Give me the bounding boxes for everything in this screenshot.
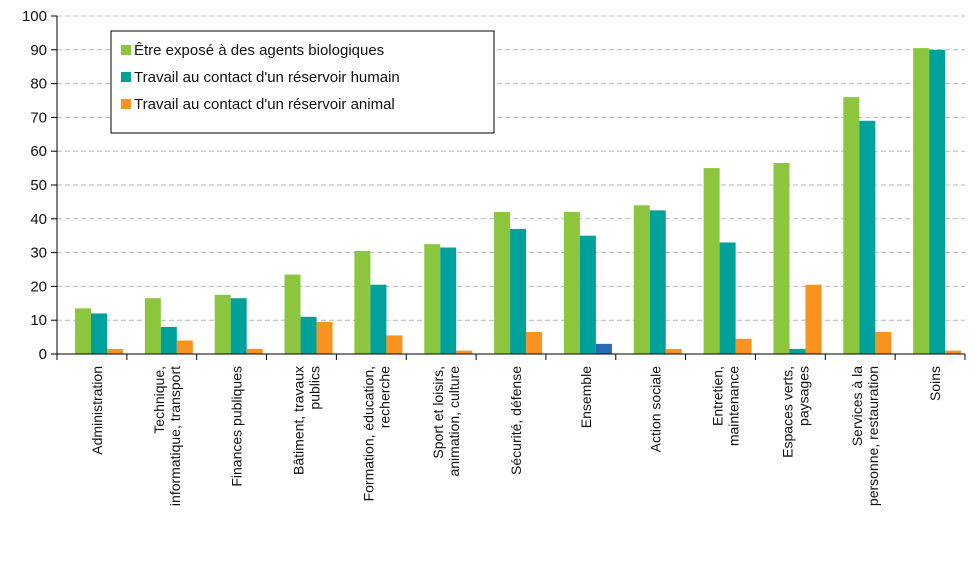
- x-tick-label: Ensemble: [578, 366, 594, 428]
- y-axis: 0 10 20 30 40 50 60 70 80 90 100: [22, 8, 58, 363]
- x-tick-label: Espaces verts,paysages: [779, 366, 811, 458]
- x-tick-label: Entretien,maintenance: [710, 366, 742, 446]
- bar: [735, 338, 752, 354]
- bar: [440, 247, 457, 354]
- x-tick-label: Technique,informatique, transport: [151, 366, 183, 506]
- bar: [214, 294, 231, 354]
- bar: [595, 343, 612, 354]
- legend-swatch: [121, 45, 131, 55]
- x-tick-label: Services à lapersonne, restauration: [849, 366, 881, 506]
- legend-label: Être exposé à des agents biologiques: [134, 42, 384, 59]
- bar: [510, 228, 527, 354]
- bar: [579, 235, 596, 354]
- bars: [75, 48, 962, 355]
- bar: [160, 326, 177, 354]
- y-tick-label: 80: [30, 76, 47, 93]
- bar: [633, 205, 650, 354]
- y-tick-label: 50: [30, 177, 47, 194]
- bar: [875, 332, 892, 354]
- bar: [370, 284, 387, 354]
- bar: [843, 97, 860, 355]
- bar: [913, 48, 930, 355]
- bar: [494, 212, 511, 354]
- bar: [107, 348, 123, 354]
- bar: [354, 250, 371, 354]
- x-tick-label: Sport et loisirs,animation, culture: [430, 366, 462, 477]
- bar: [386, 335, 403, 354]
- bar: [75, 308, 91, 354]
- x-axis: Administration Technique,informatique, tr…: [56, 353, 966, 506]
- y-tick-label: 60: [30, 143, 47, 160]
- y-tick-label: 100: [22, 8, 47, 25]
- bar: [456, 350, 473, 354]
- bar: [176, 340, 193, 354]
- bar: [859, 120, 876, 354]
- x-tick-label: Bâtiment, travauxpublics: [290, 366, 322, 475]
- y-tick-label: 70: [30, 109, 47, 126]
- legend-label: Travail au contact d'un réservoir humain: [134, 69, 400, 86]
- bar: [316, 321, 333, 354]
- bar: [284, 274, 301, 354]
- y-tick-label: 0: [39, 346, 47, 363]
- bar: [703, 168, 720, 354]
- bar: [773, 163, 790, 354]
- x-tick-label: Formation, éducation,recherche: [360, 366, 392, 502]
- x-tick-label: Administration: [89, 366, 105, 455]
- y-tick-label: 40: [30, 211, 47, 228]
- x-tick-label: Action sociale: [648, 366, 664, 453]
- bar: [230, 298, 247, 354]
- legend-swatch: [121, 99, 131, 109]
- bar: [246, 348, 263, 354]
- y-tick-label: 90: [30, 42, 47, 59]
- bar: [719, 242, 736, 354]
- bar: [665, 348, 682, 354]
- bar: [424, 244, 441, 354]
- legend-label: Travail au contact d'un réservoir animal: [134, 96, 395, 113]
- bar: [789, 348, 806, 354]
- bar: [526, 332, 543, 354]
- y-tick-label: 30: [30, 245, 47, 262]
- legend: Être exposé à des agents biologiques Trav…: [110, 30, 495, 134]
- bar: [300, 316, 317, 354]
- bar: [91, 313, 107, 354]
- bar: [929, 49, 946, 355]
- x-tick-label: Soins: [927, 366, 943, 401]
- x-tick-label: Finances publiques: [229, 366, 245, 487]
- bar: [563, 212, 580, 354]
- y-tick-label: 20: [30, 278, 47, 295]
- bar: [649, 210, 666, 354]
- y-tick-label: 10: [30, 312, 47, 329]
- x-tick-label: Sécurité, défense: [508, 366, 524, 475]
- legend-box: [110, 30, 495, 134]
- bar: [945, 350, 962, 354]
- legend-swatch: [121, 72, 131, 82]
- bar: [805, 284, 822, 354]
- bar: [144, 298, 161, 354]
